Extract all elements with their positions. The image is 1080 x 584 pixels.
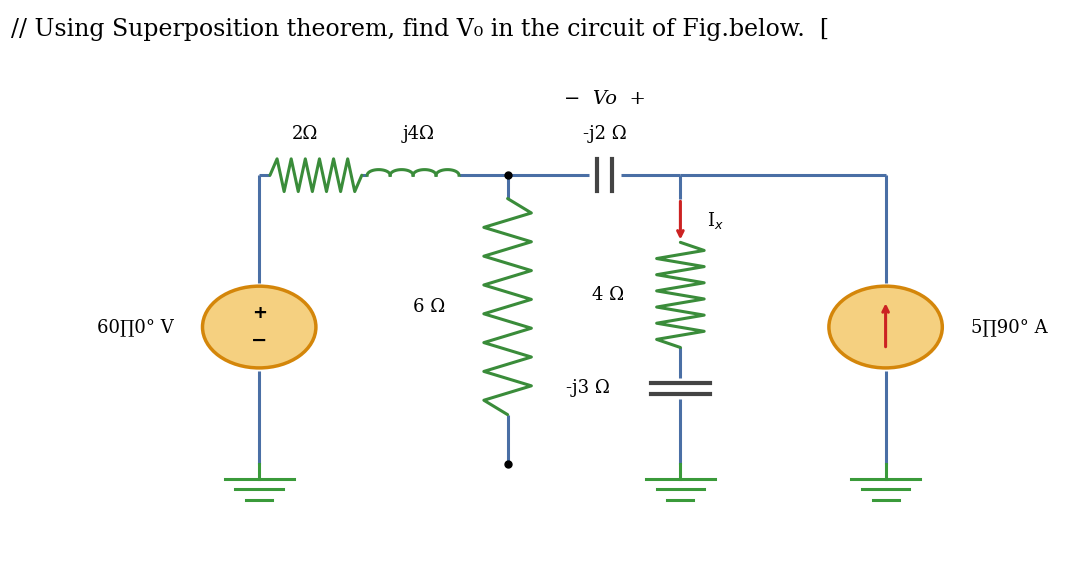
Text: 60∏0° V: 60∏0° V — [96, 318, 174, 336]
Text: −  Vo  +: − Vo + — [564, 90, 646, 108]
Text: +: + — [252, 304, 267, 322]
Text: // Using Superposition theorem, find V₀ in the circuit of Fig.below.  [: // Using Superposition theorem, find V₀ … — [11, 18, 829, 40]
Text: -j2 Ω: -j2 Ω — [583, 125, 626, 143]
Text: −: − — [251, 331, 268, 350]
Text: 6 Ω: 6 Ω — [413, 298, 445, 315]
Text: j4Ω: j4Ω — [403, 125, 434, 143]
Text: 2Ω: 2Ω — [292, 125, 319, 143]
Ellipse shape — [203, 286, 315, 368]
Ellipse shape — [828, 286, 942, 368]
Text: 5∏90° A: 5∏90° A — [972, 318, 1048, 336]
Text: 4 Ω: 4 Ω — [592, 286, 624, 304]
Text: -j3 Ω: -j3 Ω — [566, 380, 610, 397]
Text: I$_x$: I$_x$ — [707, 210, 725, 231]
